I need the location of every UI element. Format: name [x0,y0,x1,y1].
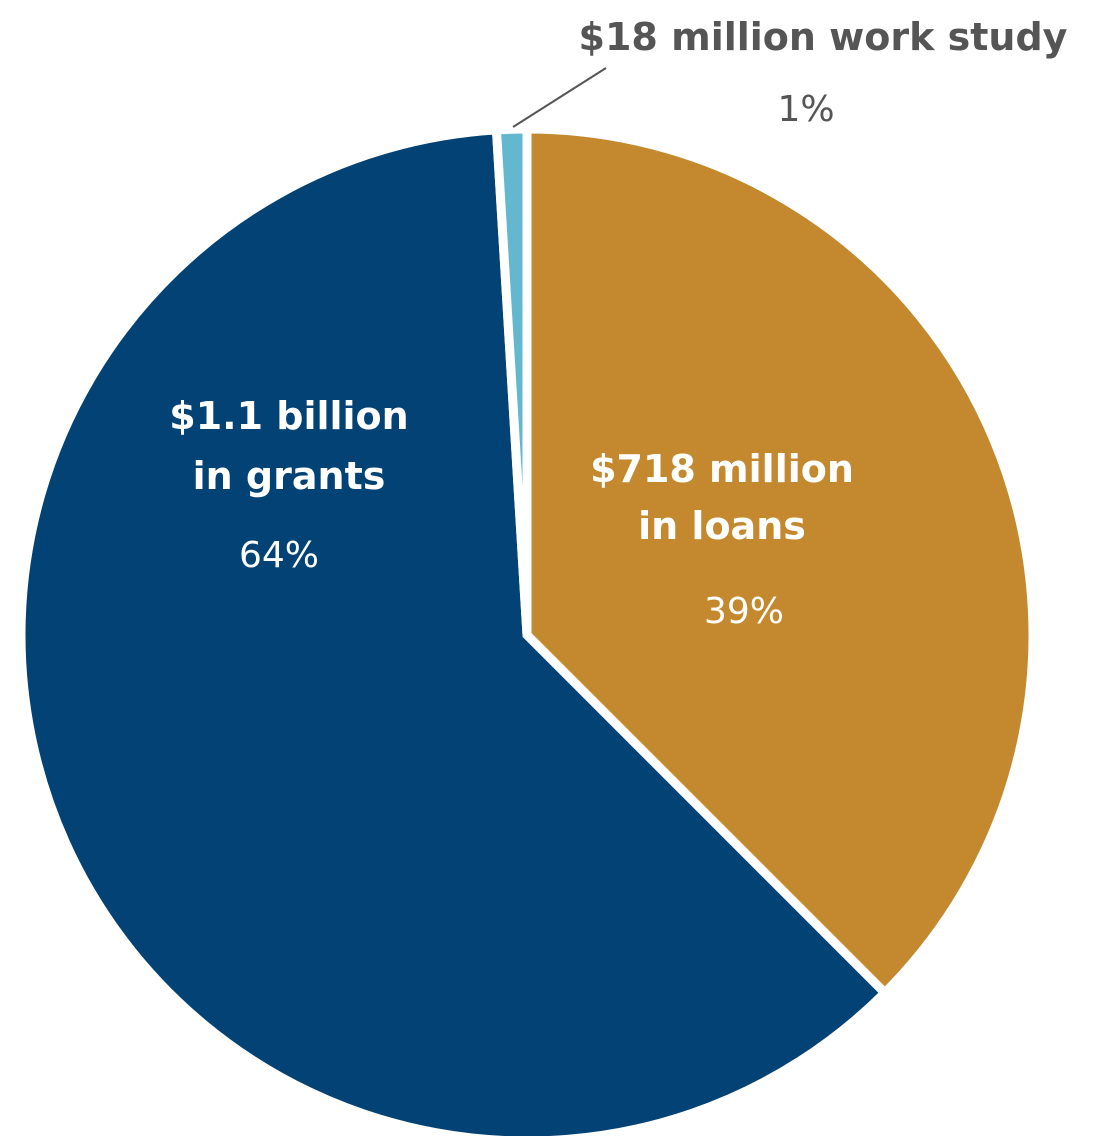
work-study-leader-line [512,67,607,128]
grants-percent-label: 64% [239,535,319,576]
work-study-amount-label: $18 million work study [579,15,1068,59]
loans-category-label: in loans [638,504,806,548]
work-study-percent-label: 1% [777,89,834,130]
pie-slice-grants [16,125,892,1136]
pie-slices [16,124,1038,1136]
grants-amount-label: $1.1 billion [169,394,408,438]
loans-percent-label: 39% [704,591,784,632]
pie-slice-work-study [491,124,532,636]
grants-category-label: in grants [193,454,386,498]
loans-amount-label: $718 million [590,447,854,491]
pie-slice-loans [522,124,1038,1000]
